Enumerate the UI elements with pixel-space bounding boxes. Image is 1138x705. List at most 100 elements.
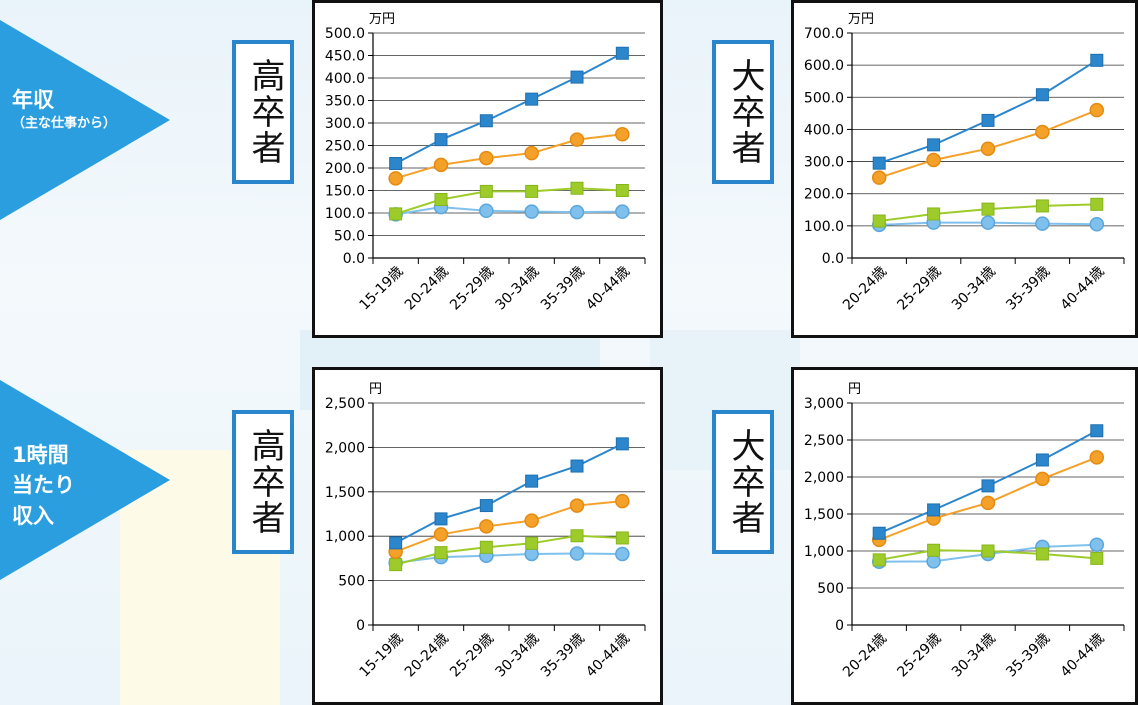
x-tick-label: 40-44歳 bbox=[1058, 631, 1108, 681]
series-line bbox=[395, 552, 623, 564]
label-text: 高卒者 bbox=[245, 58, 285, 166]
chart-svg: 円 3,000 2,500 2,000 1,500 1,000 500 020-24歳 25-2… bbox=[804, 382, 1125, 681]
y-tick-label: 300.0 bbox=[325, 116, 365, 132]
series-line bbox=[395, 52, 623, 165]
x-tick-label: 20-24歳 bbox=[840, 264, 890, 314]
y-tick-label: 1,500 bbox=[325, 485, 365, 501]
income-arrow bbox=[0, 20, 170, 220]
data-point bbox=[525, 92, 539, 106]
x-tick-label: 35-39歳 bbox=[538, 631, 588, 681]
chart-hs-hourly: 円 2,500 2,000 1,500 1,000 500 0 15-19歳 20-24歳 25-… bbox=[312, 367, 663, 705]
data-point bbox=[980, 141, 996, 156]
y-tick-label: 500.0 bbox=[804, 90, 844, 106]
data-point bbox=[980, 215, 996, 230]
data-point bbox=[871, 170, 887, 185]
data-point bbox=[569, 204, 585, 220]
income-label: 年収 （主な仕事から） bbox=[12, 86, 116, 134]
data-point bbox=[927, 138, 941, 152]
y-tick-label: 0 bbox=[835, 618, 844, 634]
data-point bbox=[1089, 450, 1105, 465]
data-point bbox=[479, 519, 494, 534]
data-point bbox=[479, 184, 493, 198]
x-tick-label: 35-39歳 bbox=[1003, 631, 1053, 681]
data-point bbox=[615, 531, 629, 545]
y-tick-label: 350.0 bbox=[325, 94, 365, 110]
hourly-arrow bbox=[0, 380, 170, 580]
data-point bbox=[981, 544, 995, 558]
unit-label: 万円 bbox=[848, 12, 874, 27]
x-tick-label: 40-44歳 bbox=[583, 264, 633, 314]
x-tick-label: 20-24歳 bbox=[402, 264, 452, 314]
data-point bbox=[926, 152, 941, 168]
y-tick-label: 100.0 bbox=[804, 219, 844, 235]
y-tick-label: 500.0 bbox=[325, 26, 365, 42]
hourly-line1: 1時間 bbox=[12, 443, 69, 467]
data-point bbox=[1035, 453, 1049, 467]
hourly-line2: 当たり bbox=[12, 473, 75, 498]
x-tick-label: 35-39歳 bbox=[1003, 264, 1053, 314]
data-point bbox=[615, 493, 630, 509]
series-line bbox=[395, 534, 623, 566]
data-point bbox=[615, 204, 630, 219]
y-tick-label: 600.0 bbox=[804, 58, 844, 74]
x-tick-label: 20-24歳 bbox=[402, 631, 452, 681]
label-text: 大卒者 bbox=[725, 58, 765, 166]
x-tick-label: 30-34歳 bbox=[949, 631, 999, 681]
label-text: 高卒者 bbox=[245, 428, 285, 536]
data-point bbox=[479, 150, 494, 166]
data-point bbox=[479, 114, 493, 128]
data-point bbox=[434, 546, 448, 560]
data-point bbox=[1090, 551, 1104, 565]
data-point bbox=[525, 474, 539, 488]
data-point bbox=[1090, 197, 1104, 211]
data-point bbox=[524, 513, 539, 528]
data-point bbox=[389, 157, 403, 170]
x-tick-label: 35-39歳 bbox=[538, 264, 588, 314]
x-tick-label: 30-34歳 bbox=[493, 631, 543, 681]
y-tick-label: 2,000 bbox=[804, 470, 844, 486]
y-tick-label: 1,500 bbox=[804, 507, 844, 523]
y-tick-label: 250.0 bbox=[325, 139, 365, 155]
chart-svg: 円 2,500 2,000 1,500 1,000 500 015-19歳20-24歳25-… bbox=[325, 382, 646, 681]
y-tick-label: 200.0 bbox=[325, 161, 365, 177]
y-tick-label: 150.0 bbox=[325, 184, 365, 200]
y-tick-label: 2,000 bbox=[325, 440, 365, 456]
data-point bbox=[872, 156, 886, 170]
y-tick-label: 0.0 bbox=[343, 251, 365, 267]
y-tick-label: 500 bbox=[338, 574, 365, 590]
series-line bbox=[395, 133, 623, 180]
data-point bbox=[389, 207, 403, 221]
y-tick-label: 3,000 bbox=[804, 396, 844, 412]
data-point bbox=[872, 526, 886, 540]
x-tick-label: 40-44歳 bbox=[1058, 264, 1108, 314]
data-point bbox=[388, 171, 403, 186]
data-point bbox=[615, 46, 629, 60]
x-tick-label: 30-34歳 bbox=[949, 264, 999, 314]
series-line bbox=[395, 187, 623, 215]
y-tick-label: 1,000 bbox=[325, 529, 365, 545]
data-point bbox=[433, 527, 449, 542]
data-point bbox=[926, 554, 941, 569]
data-point bbox=[524, 145, 539, 161]
data-point bbox=[1090, 424, 1104, 438]
x-tick-label: 25-29歳 bbox=[447, 631, 497, 681]
x-tick-label: 15-19歳 bbox=[357, 264, 407, 314]
data-point bbox=[927, 503, 941, 517]
income-title: 年収 bbox=[12, 88, 54, 112]
data-point bbox=[1035, 471, 1050, 487]
series-line bbox=[395, 206, 623, 216]
data-point bbox=[615, 546, 630, 562]
x-tick-label: 25-29歳 bbox=[447, 264, 497, 314]
data-point bbox=[1089, 217, 1105, 232]
data-point bbox=[479, 540, 493, 554]
chart-svg: 万円 700.0 600.0 500.0 400.0 300.0 200.0 100.0 0.0… bbox=[804, 12, 1125, 314]
label-high-school-top: 高卒者 bbox=[232, 40, 294, 184]
y-tick-label: 300.0 bbox=[804, 155, 844, 171]
data-point bbox=[1035, 199, 1049, 213]
unit-label: 万円 bbox=[369, 12, 395, 27]
data-point bbox=[1035, 88, 1049, 102]
data-point bbox=[1090, 53, 1104, 67]
data-point bbox=[981, 202, 995, 216]
data-point bbox=[570, 70, 584, 84]
data-point bbox=[434, 512, 448, 526]
